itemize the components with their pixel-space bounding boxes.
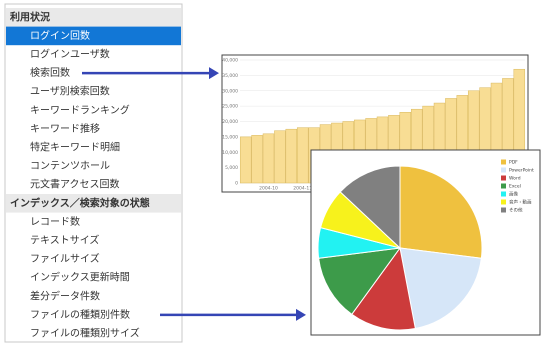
legend-label: PowerPoint [509,168,534,174]
arrow-head [296,308,306,321]
menu-item[interactable]: テキストサイズ [30,234,99,247]
menu-item[interactable]: コンテンツホール [30,160,110,172]
menu-item[interactable]: 差分データ件数 [30,289,100,302]
legend-swatch [501,175,506,181]
menu-item[interactable]: ログインユーザ数 [30,48,110,61]
y-tick-label: 15,000 [222,134,238,140]
y-tick-label: 10,000 [222,150,238,156]
menu-header-label: インデックス／検索対象の状態 [10,196,150,209]
x-tick-label: 2004-11 [293,186,312,192]
legend-swatch [501,183,506,189]
legend-label: Word [509,176,521,182]
menu-item[interactable]: ファイルの種類別件数 [30,308,130,321]
bar [251,135,263,184]
bar [285,128,298,184]
bar [296,127,309,184]
x-tick-label: 2004-10 [259,186,278,192]
legend-swatch [501,199,506,205]
y-tick-label: 40,000 [222,58,238,64]
menu-item[interactable]: レコード数 [30,215,80,228]
menu-panel [4,3,183,343]
bar [239,136,252,184]
y-tick-label: 20,000 [222,119,238,125]
bar [274,130,286,184]
y-tick-label: 35,000 [222,73,238,79]
legend-swatch [501,159,506,165]
y-tick-label: 5,000 [225,165,238,171]
menu-item[interactable]: 元文書アクセス回数 [30,178,120,191]
y-tick-label: 0 [235,181,238,187]
legend-label: Excel [509,184,521,190]
arrow-head [209,67,219,80]
menu-header-label: 利用状況 [10,10,50,23]
menu-item[interactable]: キーワード推移 [30,122,100,135]
menu-item[interactable]: ファイルの種類別サイズ [30,327,140,340]
menu-item[interactable]: 検索回数 [30,66,70,79]
menu-item[interactable]: インデックス更新時間 [30,271,130,284]
bar [262,133,275,184]
pie-slice [318,247,402,316]
menu-header [6,194,181,213]
legend-label: 音声・動画 [509,199,532,206]
legend-swatch [501,191,506,197]
pie-slice [351,246,416,331]
legend-label: その他 [509,207,523,214]
menu-item[interactable]: 特定キーワード明細 [30,141,120,154]
pie-slice [399,165,483,259]
menu-header [6,8,181,27]
legend-swatch [501,207,506,213]
menu-item[interactable]: キーワードランキング [30,103,130,116]
menu-item[interactable]: ログイン回数 [30,29,90,42]
menu-item-selected [6,26,181,46]
menu-item[interactable]: ユーザ別検索回数 [30,85,110,98]
legend-label: 画像 [509,191,518,198]
legend-label: PDF [509,160,518,166]
y-tick-label: 30,000 [222,88,238,94]
y-tick-label: 25,000 [222,104,238,110]
legend-swatch [501,167,506,173]
pie-slice [339,165,401,250]
menu-item[interactable]: ファイルサイズ [30,252,100,265]
pie-slice [399,247,482,330]
